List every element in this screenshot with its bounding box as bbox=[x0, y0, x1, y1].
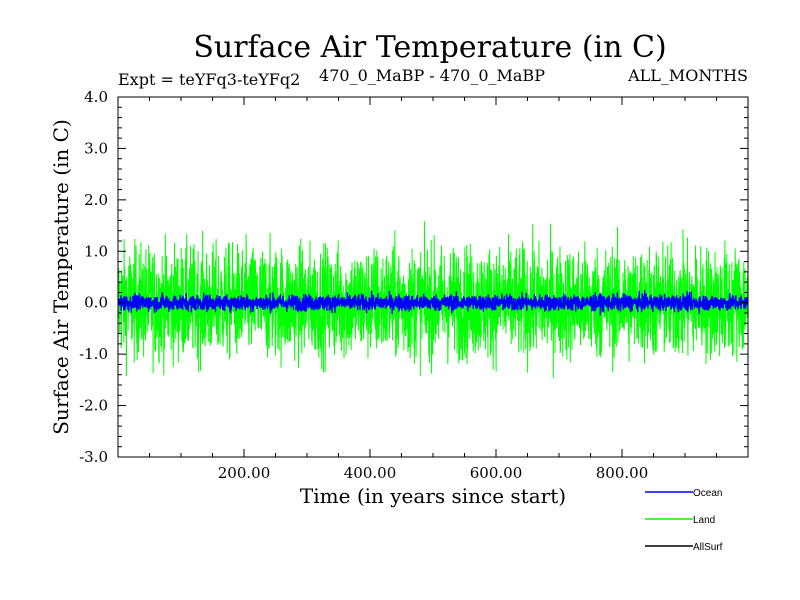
x-tick-label: 200.00 bbox=[218, 464, 271, 482]
legend-label-ocean: Ocean bbox=[693, 488, 722, 499]
x-axis: 200.00 400.00 600.00 800.00 bbox=[149, 97, 717, 482]
y-axis: -3.0 -2.0 -1.0 0.0 1.0 2.0 3.0 4.0 bbox=[79, 88, 748, 466]
y-tick-label: 3.0 bbox=[84, 139, 108, 157]
plot-area bbox=[118, 221, 748, 379]
y-tick-label: 2.0 bbox=[84, 191, 108, 209]
x-tick-label: 800.00 bbox=[596, 464, 649, 482]
x-tick-label: 600.00 bbox=[470, 464, 523, 482]
series-line-ocean bbox=[118, 290, 748, 316]
experiment-label: Expt = teYFq3-teYFq2 bbox=[118, 70, 300, 89]
period-label: 470_0_MaBP - 470_0_MaBP bbox=[319, 66, 545, 85]
months-label: ALL_MONTHS bbox=[627, 66, 748, 85]
plot-frame bbox=[117, 96, 749, 458]
series-line-land bbox=[118, 221, 748, 379]
chart-title: Surface Air Temperature (in C) bbox=[193, 30, 666, 65]
y-tick-label: -2.0 bbox=[79, 397, 108, 415]
y-tick-label: -1.0 bbox=[79, 345, 108, 363]
y-tick-label: 1.0 bbox=[84, 242, 108, 260]
legend-label-allsurf: AllSurf bbox=[693, 542, 723, 553]
y-axis-label: Surface Air Temperature (in C) bbox=[49, 119, 73, 435]
x-tick-label: 400.00 bbox=[344, 464, 397, 482]
legend: Ocean Land AllSurf bbox=[645, 488, 723, 553]
x-axis-label: Time (in years since start) bbox=[300, 484, 566, 508]
y-tick-label: 0.0 bbox=[84, 294, 108, 312]
legend-label-land: Land bbox=[693, 515, 715, 526]
y-tick-label: -3.0 bbox=[79, 448, 108, 466]
y-tick-label: 4.0 bbox=[84, 88, 108, 106]
